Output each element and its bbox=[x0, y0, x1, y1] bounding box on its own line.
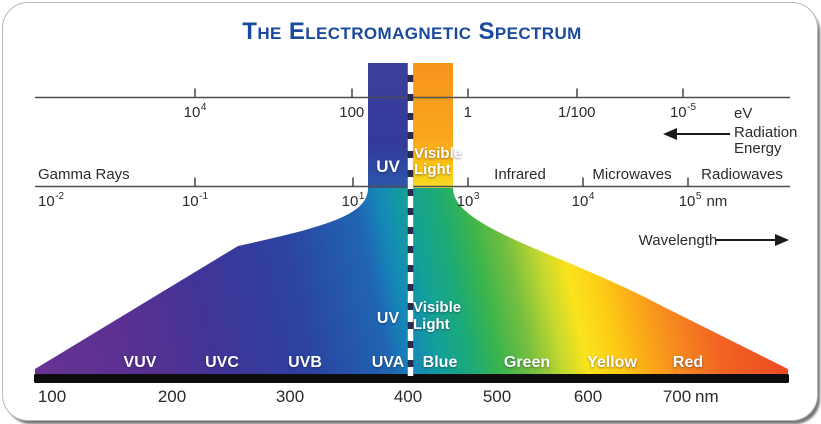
energy-tick-1: 1 bbox=[463, 104, 472, 121]
energy-unit: eV bbox=[734, 105, 753, 122]
scale-100: 100 bbox=[37, 387, 67, 406]
diagram-title: The Electromagnetic Spectrum bbox=[242, 18, 582, 45]
band-radiowaves: Radiowaves bbox=[701, 166, 783, 183]
energy-label: Energy bbox=[734, 140, 782, 157]
wavelength-tick-1e-1: 10-1 bbox=[181, 191, 209, 210]
scale-600: 600 bbox=[573, 387, 603, 406]
band-visible-line2: Light bbox=[414, 161, 451, 178]
region-green: Green bbox=[503, 354, 551, 371]
funnel-uv-label: UV bbox=[376, 310, 400, 327]
region-vuv: VUV bbox=[123, 354, 157, 371]
energy-tick-1-100: 1/100 bbox=[557, 104, 596, 121]
wavelength-tick-1e5: 105 nm bbox=[678, 191, 728, 210]
wavelength-tick-1e-2: 10-2 bbox=[38, 191, 65, 210]
scale-200: 200 bbox=[157, 387, 187, 406]
bottom-scale-bar bbox=[34, 374, 789, 383]
band-uv: UV bbox=[376, 157, 400, 176]
energy-tick-1e-5: 10-5 bbox=[669, 102, 697, 121]
region-uvc: UVC bbox=[205, 354, 239, 371]
region-yellow: Yellow bbox=[587, 354, 637, 371]
radiation-label: Radiation bbox=[734, 124, 798, 141]
energy-tick-100: 100 bbox=[339, 104, 365, 121]
scale-500: 500 bbox=[482, 387, 512, 406]
band-gamma-rays: Gamma Rays bbox=[38, 166, 130, 183]
region-uva: UVA bbox=[371, 354, 405, 371]
wavelength-arrow bbox=[716, 234, 789, 246]
visible-light-column bbox=[411, 63, 453, 200]
region-red: Red bbox=[672, 354, 704, 371]
band-infrared: Infrared bbox=[494, 166, 546, 183]
scale-700: 700 bbox=[662, 387, 692, 406]
wavelength-tick-1e4: 104 bbox=[571, 191, 595, 210]
uv-column bbox=[368, 63, 409, 200]
wavelength-arrow-label: Wavelength bbox=[638, 232, 718, 249]
funnel-visible-line2: Light bbox=[413, 316, 450, 333]
band-microwaves: Microwaves bbox=[592, 166, 672, 183]
energy-tick-1e4: 104 bbox=[183, 102, 207, 121]
wavelength-tick-1e3: 103 bbox=[456, 191, 480, 210]
scale-300: 300 bbox=[275, 387, 305, 406]
region-uvb: UVB bbox=[288, 354, 322, 371]
scale-unit-nm: nm bbox=[695, 387, 719, 406]
scale-400: 400 bbox=[393, 387, 423, 406]
wavelength-tick-1e1: 101 bbox=[341, 191, 365, 210]
wavelength-axis-ticks bbox=[194, 177, 689, 187]
funnel-visible-line1: Visible bbox=[413, 299, 462, 316]
band-visible-line1: Visible bbox=[414, 145, 463, 162]
radiation-energy-arrow bbox=[663, 128, 730, 140]
energy-axis-ticks bbox=[194, 88, 684, 98]
region-blue: Blue bbox=[422, 354, 458, 371]
